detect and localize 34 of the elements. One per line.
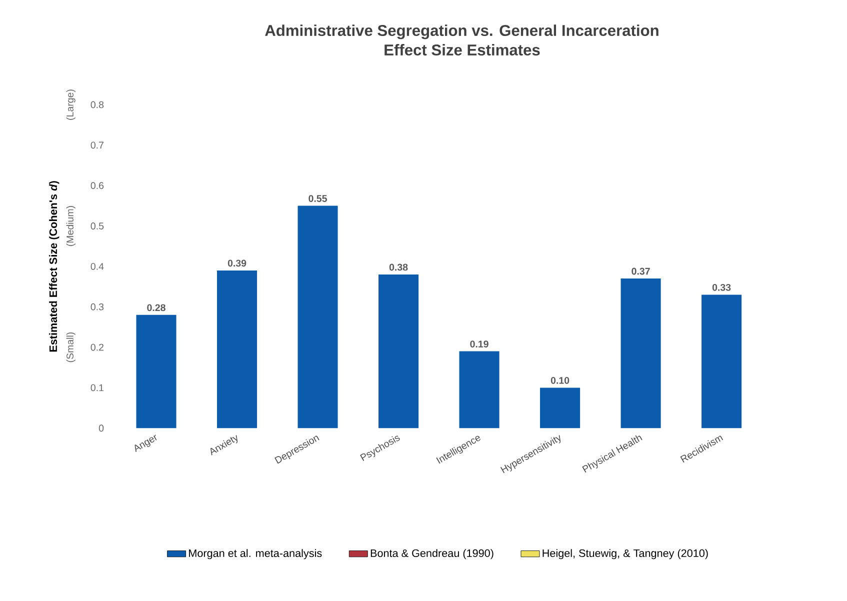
- data-label: 0.37: [632, 268, 650, 275]
- data-label: 0.39: [228, 260, 246, 267]
- chart-title: Administrative Segregation vs. General Incarceration: [265, 24, 658, 40]
- y-axis-title: Estimated Effect Size (Cohen's d): [49, 181, 60, 352]
- data-label: 0.28: [147, 304, 166, 312]
- text: (Small): [66, 332, 76, 362]
- bar: [298, 206, 338, 428]
- y-tick-label: 0.1: [90, 384, 104, 392]
- data-label: 0.19: [470, 340, 488, 348]
- y-tick-label: 0.7: [90, 142, 104, 149]
- y-tick-label: 0.2: [90, 344, 104, 351]
- y-tick-label: 0: [98, 424, 104, 432]
- data-label: 0.55: [308, 195, 327, 202]
- bar: [216, 270, 258, 428]
- bar: [620, 278, 661, 428]
- legend-label: Bonta & Gendreau (1990): [370, 549, 494, 560]
- bar: [540, 388, 580, 428]
- text: (Medium): [66, 206, 76, 246]
- data-label: 0.33: [712, 284, 731, 292]
- y-tick-label: 0.5: [90, 222, 104, 230]
- legend-label: Heigel, Stuewig, & Tangney (2010): [542, 549, 708, 560]
- text: (Large): [66, 90, 76, 120]
- bar: [459, 352, 500, 428]
- bar: [136, 315, 176, 428]
- y-tick-label: 0.6: [90, 182, 104, 190]
- legend-label: Morgan et al. meta-analysis: [189, 549, 322, 560]
- bar: [378, 274, 419, 428]
- y-tick-label: 0.8: [90, 101, 104, 108]
- bar: [702, 294, 742, 428]
- y-tick-label: 0.3: [90, 304, 104, 311]
- data-label: 0.10: [550, 377, 570, 384]
- chart-subtitle: Effect Size Estimates: [384, 44, 540, 56]
- data-label: 0.38: [389, 264, 408, 271]
- y-tick-label: 0.4: [90, 263, 104, 270]
